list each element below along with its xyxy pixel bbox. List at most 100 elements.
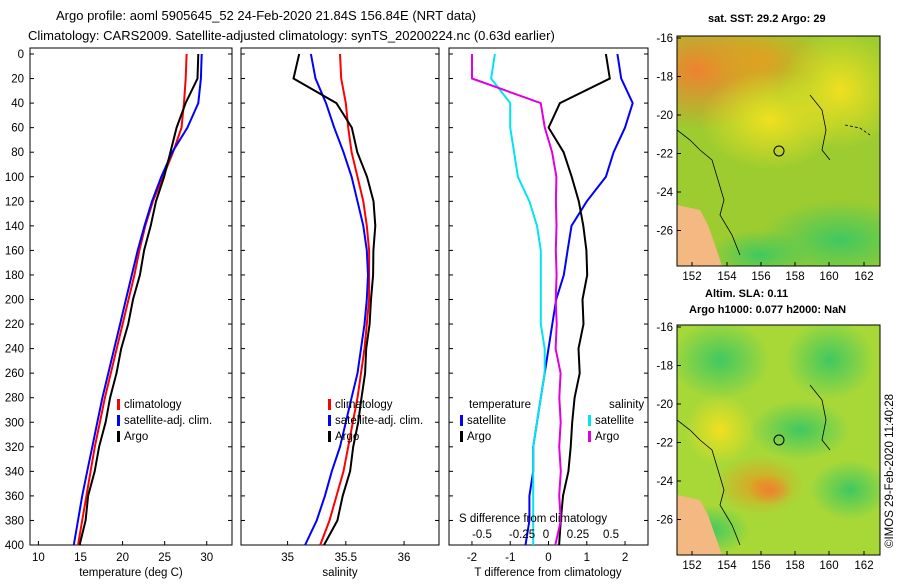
s-difference-label: S difference from climatology: [459, 513, 607, 525]
x-tick-label: 0: [545, 552, 551, 564]
s-diff-tick-label: 0.25: [567, 529, 589, 541]
depth-tick-label: 340: [5, 466, 24, 478]
map-x-tick-label: 160: [819, 271, 838, 283]
map-x-tick-label: 162: [854, 560, 873, 572]
series-argo: [292, 53, 377, 546]
depth-tick-label: 200: [5, 295, 24, 307]
title-line-1: Argo profile: aoml 5905645_52 24-Feb-202…: [56, 8, 476, 23]
map-y-tick-label: -16: [656, 33, 673, 45]
x-tick-label: 15: [74, 552, 87, 564]
depth-tick-label: 100: [5, 172, 24, 184]
map-y-tick-label: -20: [656, 110, 673, 122]
s-diff-tick-label: -0.5: [472, 529, 492, 541]
sla-map-axes: 152 154 156 158 160 162 -16 -18 -20 -22 -24 -26: [656, 322, 873, 572]
legend-s-argo-mark: [588, 431, 591, 442]
legend-argo: Argo: [335, 431, 359, 443]
legend-argo: Argo: [124, 431, 148, 443]
map-y-tick-label: -24: [656, 187, 673, 199]
depth-tick-label: 180: [5, 270, 24, 282]
map-y-tick-label: -26: [656, 515, 673, 527]
depth-tick-label: 220: [5, 319, 24, 331]
depth-tick-label: 300: [5, 417, 24, 429]
series-climatology: [319, 53, 371, 546]
temperature-legend: climatology satellite-adj. clim. Argo: [117, 399, 212, 443]
sla-map-title-1: Altim. SLA: 0.11: [705, 288, 788, 300]
legend-satellite: satellite-adj. clim.: [124, 415, 212, 427]
depth-tick-label: 20: [11, 74, 24, 86]
map-y-tick-label: -26: [656, 226, 673, 238]
series-s-argo: [471, 54, 562, 546]
x-tick-label: 30: [200, 552, 213, 564]
s-diff-tick-label: -0.25: [509, 529, 535, 541]
map-y-tick-label: -16: [656, 322, 673, 334]
legend-t-argo: Argo: [467, 431, 491, 443]
legend-satellite-mark: [328, 415, 331, 426]
map-y-tick-label: -20: [656, 399, 673, 411]
legend-satellite-mark: [117, 415, 120, 426]
temperature-xlabel: temperature (deg C): [79, 567, 183, 579]
sst-map-title: sat. SST: 29.2 Argo: 29: [708, 13, 826, 25]
depth-tick-label: 380: [5, 515, 24, 527]
depth-tick-label: 320: [5, 442, 24, 454]
series-satellite-adj-clim-: [304, 53, 370, 546]
sst-map: [677, 36, 880, 266]
x-tick-label: 10: [32, 552, 45, 564]
map-y-tick-label: -22: [656, 438, 673, 450]
depth-tick-label: 400: [5, 540, 24, 552]
difference-legend: temperature satellite Argo salinity sate…: [459, 399, 644, 541]
depth-tick-label: 140: [5, 221, 24, 233]
x-tick-label: 2: [622, 552, 628, 564]
legend-t-satellite-mark: [460, 415, 463, 426]
depth-tick-label: 60: [11, 123, 24, 135]
map-y-tick-label: -18: [656, 361, 673, 373]
series-satellite-adj-clim-: [72, 53, 203, 546]
s-diff-tick-label: 0.5: [603, 529, 619, 541]
sla-map-frame: [676, 324, 881, 556]
depth-axis-labels: 0 20 40 60 80 100 120 140 160 180 200 220 240 260 280 3…: [5, 49, 24, 552]
map-x-tick-label: 160: [819, 560, 838, 572]
x-tick-label: 35: [281, 552, 294, 564]
depth-tick-label: 80: [11, 147, 24, 159]
legend-argo-mark: [117, 431, 120, 442]
legend-s-satellite: satellite: [595, 415, 634, 427]
depth-tick-label: 240: [5, 344, 24, 356]
argo-location-marker: [773, 434, 785, 446]
map-x-tick-label: 162: [854, 271, 873, 283]
difference-plot: -2 -1 0 1 2: [449, 53, 648, 564]
depth-tick-label: 120: [5, 196, 24, 208]
legend-t-argo-mark: [460, 431, 463, 442]
sla-map-land: [677, 495, 722, 555]
map-y-tick-label: -24: [656, 476, 673, 488]
map-y-tick-label: -18: [656, 72, 673, 84]
depth-tick-label: 0: [18, 49, 24, 61]
s-difference-ticks: -0.5 -0.25 0 0.25 0.5: [472, 529, 619, 541]
legend-climatology-mark: [117, 399, 120, 410]
sla-map-title-2: Argo h1000: 0.077 h2000: NaN: [689, 304, 846, 316]
temperature-plot: 10 15 20 25 30: [30, 53, 232, 564]
map-x-tick-label: 154: [717, 271, 737, 283]
x-tick-label: -1: [505, 552, 515, 564]
legend-salinity-title: salinity: [609, 399, 644, 411]
argo-location-marker: [773, 145, 785, 157]
map-y-tick-label: -22: [656, 149, 673, 161]
s-diff-tick-label: 0: [543, 529, 549, 541]
legend-climatology-mark: [328, 399, 331, 410]
temperature-panel: [29, 47, 233, 546]
depth-tick-label: 280: [5, 393, 24, 405]
sst-map-axes: 152 154 156 158 160 162 -16 -18 -20 -22 -24 -26: [656, 33, 873, 283]
legend-climatology: climatology: [124, 399, 182, 411]
sst-map-land: [677, 205, 722, 266]
x-tick-label: 1: [584, 552, 590, 564]
x-tick-label: 36: [398, 552, 411, 564]
series-argo: [78, 53, 200, 546]
series-t-argo: [547, 53, 611, 546]
legend-t-satellite: satellite: [467, 415, 506, 427]
legend-s-satellite-mark: [588, 415, 591, 426]
imos-credit: ©IMOS 29-Feb-2020 11:40:28: [884, 394, 896, 548]
map-x-tick-label: 154: [717, 560, 737, 572]
x-tick-label: 25: [158, 552, 171, 564]
salinity-panel: [240, 47, 440, 546]
salinity-xlabel: salinity: [322, 567, 357, 579]
map-x-tick-label: 156: [751, 560, 770, 572]
